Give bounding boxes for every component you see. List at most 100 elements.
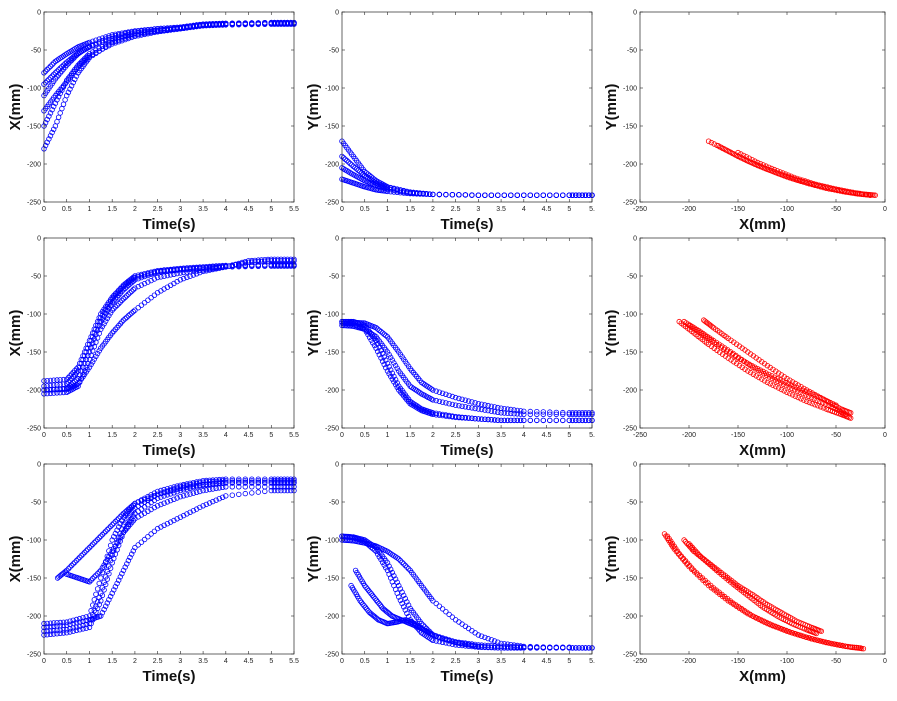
y-axis-label: Y(mm)	[603, 84, 620, 131]
data-point	[148, 494, 154, 500]
y-tick-label: -150	[27, 124, 41, 131]
data-point	[102, 34, 109, 40]
data-point	[718, 144, 724, 150]
x-tick-label: 0.5	[62, 658, 72, 665]
data-point	[361, 603, 367, 609]
data-point	[569, 192, 576, 198]
data-point	[51, 627, 57, 634]
data-point	[809, 400, 815, 407]
data-point	[206, 22, 213, 28]
data-point	[501, 410, 507, 416]
data-point	[566, 192, 572, 198]
y-tick-label: 0	[335, 10, 339, 17]
data-point	[576, 417, 582, 424]
data-point	[184, 269, 190, 275]
data-point	[70, 369, 76, 376]
data-point	[76, 623, 83, 629]
data-point	[73, 366, 80, 372]
data-point	[44, 378, 50, 384]
data-point	[397, 597, 404, 603]
data-point	[721, 146, 727, 152]
x-axis-label: Time(s)	[142, 442, 195, 459]
x-tick-label: 4	[224, 432, 228, 439]
data-point	[200, 22, 206, 28]
data-point	[213, 21, 219, 28]
panel-r1c1: 0 0.5 1 1.5 2 2.5 3 3.5 4 4.5 5 5.5 0 -50 -100 -150 -200…	[7, 10, 299, 234]
x-tick-label: 4	[224, 658, 228, 665]
y-tick-label: -100	[27, 538, 41, 545]
data-point	[573, 645, 579, 651]
data-point	[849, 644, 856, 651]
data-point	[433, 388, 439, 394]
data-point	[763, 163, 769, 169]
data-point	[193, 479, 200, 485]
data-point	[726, 149, 733, 155]
data-point	[824, 184, 831, 190]
data-point	[340, 155, 347, 161]
data-point	[187, 480, 193, 486]
data-point	[810, 392, 817, 398]
data-point	[242, 484, 248, 490]
data-point	[569, 645, 576, 651]
data-point	[693, 548, 699, 554]
data-point	[465, 625, 472, 632]
data-point	[386, 352, 392, 358]
x-axis-label: Time(s)	[142, 216, 195, 233]
data-point	[729, 351, 736, 358]
data-point	[70, 54, 76, 60]
data-point	[814, 637, 820, 643]
data-point	[154, 268, 161, 274]
data-point	[586, 645, 592, 651]
data-point	[462, 641, 469, 647]
data-point	[726, 350, 733, 356]
data-point	[766, 164, 772, 170]
data-point	[104, 556, 110, 563]
data-point	[60, 619, 67, 625]
data-point	[107, 523, 114, 530]
data-point	[867, 192, 873, 198]
data-point	[278, 484, 284, 490]
data-point	[120, 296, 127, 302]
data-point	[511, 411, 517, 417]
data-point	[57, 110, 63, 116]
data-point	[102, 44, 109, 51]
data-point	[349, 534, 355, 541]
data-point	[223, 21, 229, 27]
data-point	[485, 407, 491, 414]
data-point	[106, 35, 112, 41]
data-point	[94, 350, 101, 357]
data-point	[752, 614, 759, 620]
series-1	[705, 138, 878, 198]
data-point	[752, 364, 758, 370]
data-point	[76, 60, 83, 67]
data-point	[80, 618, 86, 624]
data-point	[488, 643, 495, 649]
data-point	[686, 541, 692, 547]
data-point	[399, 600, 405, 607]
data-point	[91, 540, 97, 546]
data-point	[560, 411, 566, 417]
data-point	[394, 189, 400, 195]
panel-r3c2: 0 0.5 1 1.5 2 2.5 3 3.5 4 4.5 5 5. 0 -50 -100 -150 -200 -…	[305, 462, 595, 686]
data-point	[200, 478, 206, 484]
x-axis-label: Time(s)	[142, 668, 195, 685]
data-point	[151, 490, 158, 496]
data-point	[275, 476, 281, 482]
data-point	[54, 386, 60, 393]
data-point	[517, 417, 524, 424]
x-tick-label: -200	[682, 432, 696, 439]
data-point	[216, 476, 222, 483]
data-point	[777, 169, 783, 175]
data-point	[154, 503, 161, 509]
data-point	[774, 168, 780, 174]
data-point	[789, 630, 795, 636]
data-point	[70, 561, 76, 567]
x-tick-label: 1	[88, 206, 92, 213]
data-point	[164, 521, 171, 527]
data-point	[764, 379, 771, 386]
data-point	[521, 644, 527, 650]
y-tick-label: -150	[623, 576, 637, 583]
data-point	[443, 400, 449, 406]
data-point	[115, 524, 122, 530]
data-point	[794, 385, 800, 391]
